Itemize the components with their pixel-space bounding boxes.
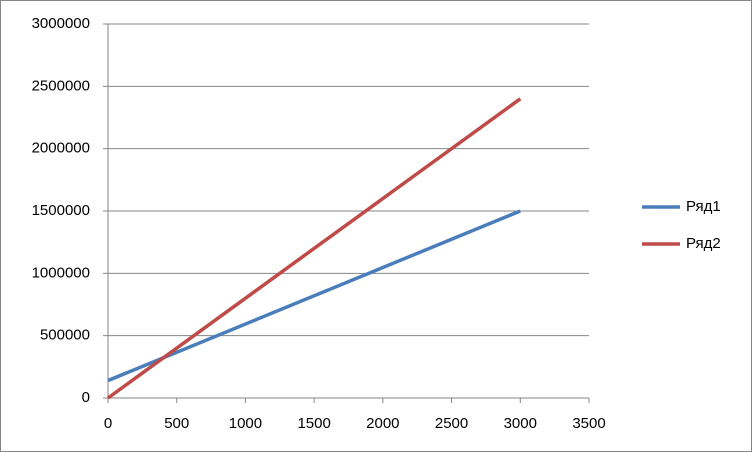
legend-label: Ряд2: [686, 235, 721, 252]
x-tick-label: 2000: [366, 415, 399, 432]
x-tick-label: 1000: [229, 415, 262, 432]
x-tick-label: 1500: [297, 415, 330, 432]
y-tick-label: 0: [82, 389, 90, 406]
y-tick-label: 500000: [40, 327, 90, 344]
y-tick-label: 2500000: [32, 77, 90, 94]
series-line: [106, 97, 522, 400]
x-tick-label: 3000: [504, 415, 537, 432]
y-tick-label: 2000000: [32, 140, 90, 157]
x-tick-label: 2500: [435, 415, 468, 432]
x-tick-label: 0: [104, 415, 112, 432]
y-tick-label: 3000000: [32, 15, 90, 32]
x-tick-label: 500: [164, 415, 189, 432]
x-tick-label: 3500: [572, 415, 605, 432]
y-tick-label: 1500000: [32, 202, 90, 219]
y-tick-label: 1000000: [32, 264, 90, 281]
legend-label: Ряд1: [686, 198, 721, 215]
series-line: [107, 209, 521, 383]
